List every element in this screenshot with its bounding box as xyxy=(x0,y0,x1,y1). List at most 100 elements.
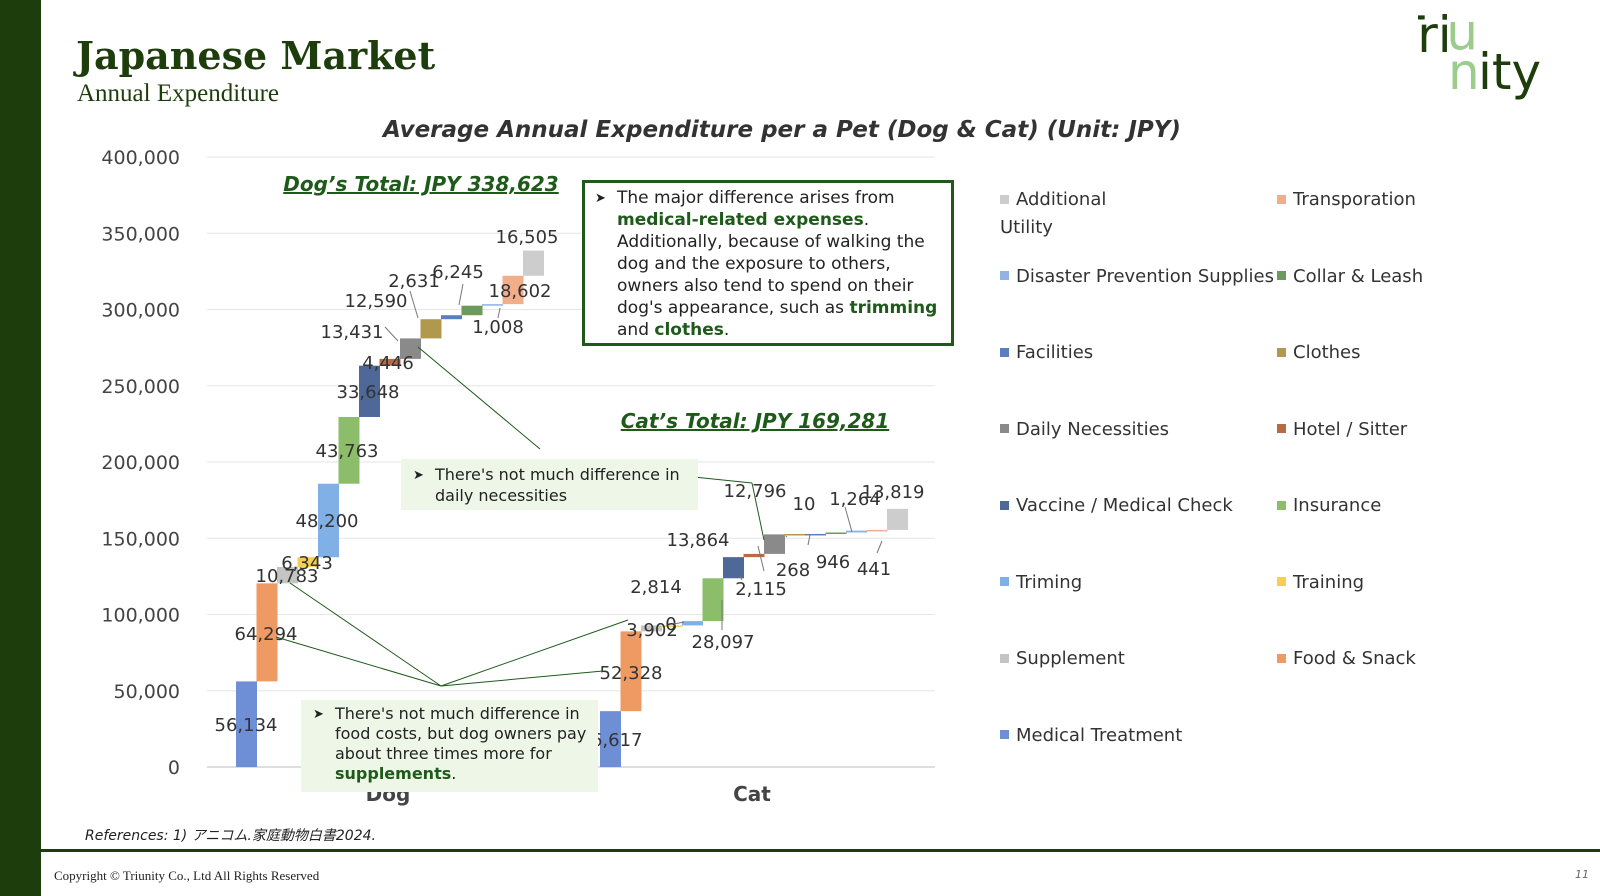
data-label: 52,328 xyxy=(600,663,663,684)
data-label: 3,902 xyxy=(626,620,678,641)
y-tick-label: 150,000 xyxy=(101,528,180,550)
note-daily-necessities: ➤ There's not much difference in daily n… xyxy=(401,459,698,510)
legend-item: Vaccine / Medical Check xyxy=(1000,492,1290,520)
logo-text-top: Tri xyxy=(1418,6,1452,64)
note-main-period2: . xyxy=(723,320,730,340)
data-label: 2,631 xyxy=(388,271,440,292)
arrow-bullet-icon: ➤ xyxy=(413,468,424,483)
data-label: 1,008 xyxy=(472,317,524,338)
legend-item: Triming xyxy=(1000,569,1290,597)
note-main-and: and xyxy=(617,320,649,340)
page-title: Japanese Market xyxy=(76,33,436,78)
callout-line xyxy=(275,636,442,687)
waterfall-bar xyxy=(236,681,257,767)
data-label: 13,431 xyxy=(321,322,384,343)
data-label: 16,505 xyxy=(496,227,559,248)
data-label: 4,446 xyxy=(362,353,414,374)
legend-swatch xyxy=(1000,424,1009,433)
y-tick-label: 400,000 xyxy=(101,147,180,169)
waterfall-bar xyxy=(805,533,826,536)
legend-item: Supplement xyxy=(1000,645,1290,673)
waterfall-bar xyxy=(400,338,421,359)
waterfall-bar xyxy=(277,566,298,584)
data-label: 6,245 xyxy=(432,262,484,283)
legend-label: Vaccine / Medical Check xyxy=(1016,495,1233,516)
callout-line xyxy=(751,482,765,541)
leader-line xyxy=(458,283,464,306)
callout-line xyxy=(417,346,541,450)
y-tick-label: 200,000 xyxy=(101,452,180,474)
data-label: 2,115 xyxy=(735,579,787,600)
data-label: 18,602 xyxy=(489,281,552,302)
legend-label: Transporation xyxy=(1293,189,1416,210)
waterfall-bar xyxy=(702,578,724,622)
legend-label: Additional Utility xyxy=(1000,189,1107,238)
note-main-bold-clothes: clothes xyxy=(654,320,724,340)
waterfall-bar xyxy=(620,631,642,712)
waterfall-bar xyxy=(661,625,683,627)
leader-line xyxy=(739,575,743,581)
waterfall-bar xyxy=(482,304,503,306)
data-label: 43,763 xyxy=(316,441,379,462)
legend-item: Hotel / Sitter xyxy=(1277,416,1567,444)
legend-swatch xyxy=(1000,653,1009,663)
y-tick-label: 250,000 xyxy=(101,376,180,398)
legend-label: Insurance xyxy=(1293,495,1382,516)
copyright-text: Copyright © Triunity Co., Ltd All Rights… xyxy=(54,868,320,883)
legend-swatch xyxy=(1000,271,1009,280)
data-label: 2,814 xyxy=(630,577,682,598)
y-tick-label: 350,000 xyxy=(101,223,180,245)
legend-item: Insurance xyxy=(1277,492,1567,520)
data-label: 48,200 xyxy=(296,511,359,532)
waterfall-bar xyxy=(723,557,744,579)
legend-label: Hotel / Sitter xyxy=(1293,418,1408,440)
leader-line xyxy=(384,326,399,342)
data-label: 56,134 xyxy=(215,715,278,736)
note-food-text: There's not much difference in food cost… xyxy=(335,704,587,763)
legend-item: Training xyxy=(1277,569,1567,597)
waterfall-bar xyxy=(461,305,483,316)
leader-line xyxy=(844,506,853,533)
page-subtitle: Annual Expenditure xyxy=(77,80,280,107)
side-accent-bar xyxy=(0,0,41,896)
data-label: 1,264 xyxy=(829,489,881,510)
waterfall-bar xyxy=(825,532,847,535)
logo-text-bottom: ity xyxy=(1478,43,1541,101)
y-tick-label: 50,000 xyxy=(114,681,180,703)
chart-title: Average Annual Expenditure per a Pet (Do… xyxy=(381,117,1181,143)
arrow-bullet-icon: ➤ xyxy=(313,707,324,722)
x-category-label: Cat xyxy=(733,782,771,806)
legend-item: Medical Treatment xyxy=(1000,722,1290,750)
leader-line xyxy=(807,534,811,546)
y-tick-label: 300,000 xyxy=(101,300,180,322)
legend-label: Triming xyxy=(1016,571,1083,593)
waterfall-bar xyxy=(256,583,278,682)
data-label: 13,864 xyxy=(667,530,730,551)
leader-line xyxy=(497,307,501,319)
waterfall-bar xyxy=(338,416,360,484)
data-label: 33,648 xyxy=(337,382,400,403)
legend-swatch xyxy=(1000,194,1009,204)
legend-item: Daily Necessities xyxy=(1000,416,1290,444)
note-food-bold-supplements: supplements xyxy=(335,764,452,783)
y-tick-label: 100,000 xyxy=(101,605,180,627)
footer-divider xyxy=(41,849,1600,852)
note-main-period1: . xyxy=(863,210,870,230)
legend-item: Disaster Prevention Supplies xyxy=(1000,263,1290,291)
legend-swatch xyxy=(1000,347,1009,357)
callout-line xyxy=(440,670,604,687)
waterfall-bar xyxy=(682,621,703,626)
triunity-logo: Tri n n ity xyxy=(1418,6,1541,101)
y-tick-label: 0 xyxy=(168,757,180,779)
logo-accent-top: n xyxy=(1446,10,1478,68)
references-note: References: 1) アニコム.家庭動物白書2024. xyxy=(85,828,376,844)
legend-label: Daily Necessities xyxy=(1016,418,1170,440)
data-label: 946 xyxy=(816,552,850,573)
leader-line xyxy=(785,535,788,538)
legend-label: Disaster Prevention Supplies xyxy=(1016,265,1274,287)
legend-label: Facilities xyxy=(1016,342,1094,363)
waterfall-bar xyxy=(523,250,544,276)
callout-line xyxy=(440,619,629,687)
legend-label: Supplement xyxy=(1016,648,1125,669)
legend-swatch xyxy=(1277,194,1286,204)
